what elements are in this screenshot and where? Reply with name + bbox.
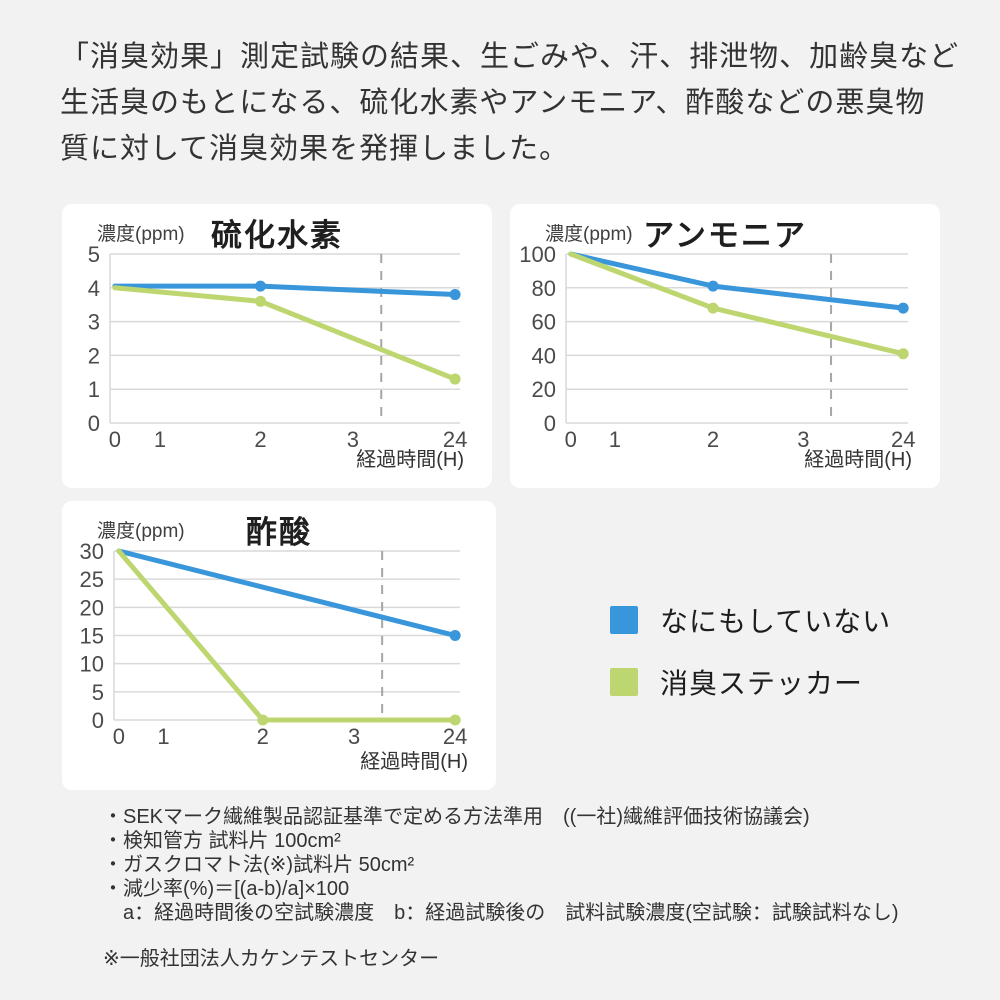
x-tick-label: 2 bbox=[257, 724, 269, 749]
data-point-green bbox=[255, 295, 266, 307]
legend-label-untreated: なにもしていない bbox=[660, 606, 892, 637]
legend: なにもしていない 消臭ステッカー bbox=[610, 600, 891, 724]
header-line: 生活臭のもとになる、硫化水素やアンモニア、酢酸などの悪臭物 bbox=[60, 87, 926, 119]
data-point-blue bbox=[707, 280, 719, 292]
chart-title-ammonia: アンモニア bbox=[643, 218, 807, 253]
y-tick-label: 15 bbox=[80, 624, 104, 649]
legend-item-deodorant-sticker: 消臭ステッカー bbox=[610, 662, 891, 702]
y-tick-label: 20 bbox=[80, 595, 104, 620]
header-line: 「消臭効果」測定試験の結果、生ごみや、汗、排泄物、加齢臭など bbox=[60, 41, 960, 73]
x-tick-label: 0 bbox=[113, 724, 125, 749]
data-point-green bbox=[897, 348, 909, 360]
x-tick-label: 1 bbox=[154, 427, 166, 452]
header-line: 質に対して消臭効果を発揮しました。 bbox=[60, 133, 570, 165]
x-tick-label: 24 bbox=[891, 427, 915, 452]
chart-title-acetic-acid: 酢酸 bbox=[246, 515, 312, 550]
x-tick-label: 1 bbox=[609, 427, 621, 452]
x-tick-label: 3 bbox=[797, 427, 809, 452]
chart-plot-ammonia: 100 80 60 40 20 00 1 2 3 24 bbox=[519, 244, 915, 452]
header-text: 「消臭効果」測定試験の結果、生ごみや、汗、排泄物、加齢臭など 生活臭のもとになる… bbox=[60, 34, 960, 172]
y-tick-label: 3 bbox=[88, 310, 100, 335]
x-axis-label: 経過時間(H) bbox=[356, 449, 464, 471]
x-tick-label: 2 bbox=[707, 427, 719, 452]
x-tick-label: 3 bbox=[348, 724, 360, 749]
footnotes: ・SEKマーク繊維製品認証基準で定める方法準用 ((一社)繊維評価技術協議会) … bbox=[103, 805, 973, 971]
chart-card-ammonia: 濃度(ppm) アンモニア 100 80 60 40 20 0 0 1 2 3 24 経過時間(H) bbox=[510, 204, 940, 488]
data-point-green bbox=[257, 714, 269, 726]
y-tick-label: 20 bbox=[532, 377, 556, 402]
y-tick-label: 4 bbox=[88, 276, 100, 301]
y-tick-label: 60 bbox=[532, 310, 556, 335]
x-tick-label: 3 bbox=[347, 427, 359, 452]
series-line-blue bbox=[116, 548, 458, 638]
footnote-line: ・減少率(%)＝[(a-b)/a]×100 bbox=[103, 878, 350, 900]
data-point-green bbox=[449, 714, 461, 726]
x-axis-label: 経過時間(H) bbox=[360, 751, 468, 773]
footnote-source: ※一般社団法人カケンテストセンター bbox=[103, 948, 440, 970]
x-axis-label: 経過時間(H) bbox=[804, 449, 912, 471]
y-tick-label: 0 bbox=[544, 411, 556, 436]
x-tick-label: 0 bbox=[109, 427, 121, 452]
chart-card-acetic-acid: 濃度(ppm) 酢酸 30 25 20 15 10 5 0 0 1 2 3 24 経過時間(H) bbox=[62, 501, 496, 790]
y-tick-label: 10 bbox=[80, 652, 104, 677]
y-axis-label: 濃度(ppm) bbox=[97, 521, 185, 542]
y-tick-label: 100 bbox=[519, 244, 556, 267]
data-point-green bbox=[449, 373, 461, 385]
data-point-blue bbox=[449, 630, 461, 641]
y-tick-label: 80 bbox=[532, 276, 556, 301]
y-tick-label: 5 bbox=[88, 244, 100, 267]
data-point-green bbox=[707, 302, 719, 314]
footnote-line: ・検知管方 試料片 100cm² bbox=[103, 830, 341, 852]
y-tick-label: 2 bbox=[88, 343, 100, 368]
y-tick-label: 30 bbox=[80, 541, 104, 564]
legend-label-deodorant-sticker: 消臭ステッカー bbox=[660, 668, 864, 699]
y-axis-label: 濃度(ppm) bbox=[545, 224, 633, 245]
y-tick-label: 5 bbox=[92, 680, 104, 705]
footnote-line: a：経過時間後の空試験濃度 b：経過試験後の 試料試験濃度(空試験：試験試料なし… bbox=[123, 902, 899, 924]
series-line-green bbox=[112, 285, 458, 382]
y-tick-label: 40 bbox=[532, 343, 556, 368]
legend-swatch-blue bbox=[610, 606, 638, 634]
x-tick-label: 24 bbox=[443, 724, 467, 749]
y-tick-label: 0 bbox=[92, 708, 104, 733]
x-tick-label: 2 bbox=[254, 427, 266, 452]
x-tick-label: 24 bbox=[443, 427, 467, 452]
legend-item-untreated: なにもしていない bbox=[610, 600, 891, 640]
footnote-line: ・SEKマーク繊維製品認証基準で定める方法準用 ((一社)繊維評価技術協議会) bbox=[103, 806, 810, 828]
y-tick-label: 1 bbox=[88, 377, 100, 402]
x-tick-label: 0 bbox=[565, 427, 577, 452]
chart-card-hydrogen-sulfide: 濃度(ppm) 硫化水素 5 4 3 2 1 0 0 1 2 3 24 経過時間(H) bbox=[62, 204, 492, 488]
footnote-line: ・ガスクロマト法(※)試料片 50cm² bbox=[103, 854, 415, 876]
data-point-blue bbox=[255, 280, 266, 292]
chart-title-hydrogen-sulfide: 硫化水素 bbox=[211, 218, 343, 253]
y-tick-label: 25 bbox=[80, 567, 104, 592]
x-tick-label: 1 bbox=[157, 724, 169, 749]
legend-swatch-green bbox=[610, 668, 638, 696]
series-line-blue bbox=[568, 251, 906, 311]
data-point-blue bbox=[449, 289, 461, 301]
y-axis-label: 濃度(ppm) bbox=[97, 224, 185, 245]
data-point-blue bbox=[897, 302, 909, 314]
y-tick-label: 0 bbox=[88, 411, 100, 436]
